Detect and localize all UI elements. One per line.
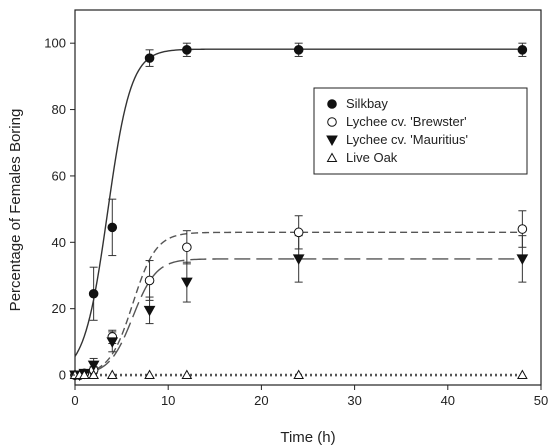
data-point — [182, 45, 192, 55]
legend-box — [313, 87, 528, 175]
x-axis-title: Time (h) — [280, 429, 335, 446]
data-point — [516, 254, 529, 265]
data-point — [292, 254, 305, 265]
legend-label: Lychee cv. 'Brewster' — [346, 114, 467, 129]
x-tick-label: 0 — [71, 393, 78, 408]
legend-marker — [326, 152, 338, 162]
legend-label: Lychee cv. 'Mauritius' — [346, 132, 468, 147]
data-point — [107, 222, 118, 233]
data-point — [106, 369, 118, 380]
data-point — [144, 275, 155, 286]
data-point — [88, 288, 99, 299]
data-point — [182, 242, 192, 253]
data-point — [517, 369, 528, 380]
data-point — [517, 45, 528, 55]
x-tick-label: 20 — [254, 393, 268, 408]
data-point — [88, 369, 99, 380]
data-point — [517, 224, 528, 234]
data-point — [180, 277, 193, 289]
plot-area-border — [74, 9, 542, 386]
plot-frame — [74, 9, 542, 386]
x-tick-label: 30 — [347, 393, 361, 408]
y-tick-label: 80 — [52, 102, 66, 117]
fit-curve — [74, 231, 523, 375]
legend-label: Live Oak — [346, 150, 398, 165]
data-point — [87, 360, 100, 372]
legend: Silkbay Lychee cv. 'Brewster' Lychee cv. '… — [313, 87, 528, 175]
fit-curve — [74, 258, 523, 375]
data-point — [143, 305, 156, 317]
x-tick-label: 50 — [534, 393, 548, 408]
y-tick-label: 100 — [44, 36, 66, 51]
legend-label: Silkbay — [346, 96, 388, 111]
data-point — [293, 227, 304, 238]
legend-marker — [327, 117, 337, 127]
y-tick-label: 60 — [52, 168, 66, 183]
axis-ticks: 0 10 20 30 40 50 0 20 40 60 80 100 — [44, 36, 548, 408]
y-tick-label: 0 — [59, 368, 66, 383]
y-tick-label: 20 — [52, 301, 66, 316]
y-tick-label: 40 — [52, 235, 66, 250]
legend-marker — [326, 135, 338, 147]
data-point — [293, 369, 305, 380]
data-point — [106, 337, 119, 348]
data-point — [144, 369, 155, 380]
data-point — [144, 53, 155, 63]
data-point — [78, 369, 90, 380]
legend-marker — [327, 99, 337, 109]
x-tick-label: 10 — [161, 393, 175, 408]
x-tick-label: 40 — [441, 393, 455, 408]
data-point — [293, 45, 304, 55]
y-axis-title: Percentage of Females Boring — [7, 109, 24, 312]
data-point — [181, 369, 193, 380]
